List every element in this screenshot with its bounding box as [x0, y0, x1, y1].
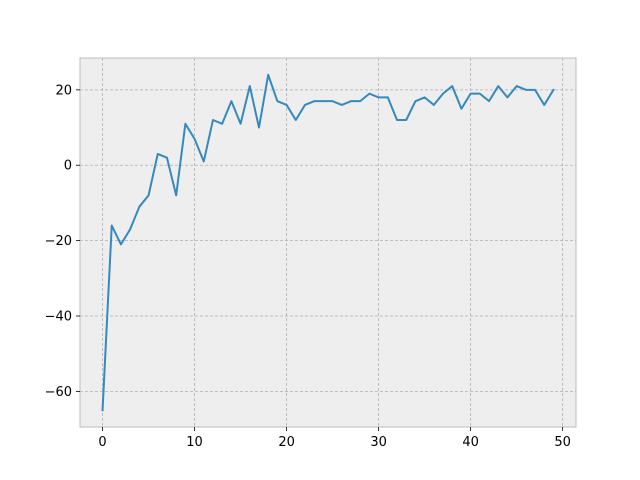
y-tick-label: 0 [64, 159, 72, 174]
y-tick-label: −20 [45, 234, 72, 249]
plot-frame [79, 57, 577, 428]
x-tick-label: 0 [98, 435, 106, 450]
y-tick-label: −60 [45, 385, 72, 400]
x-axis: 0 10 20 30 40 50 [98, 427, 571, 450]
series-layer [101, 73, 555, 412]
y-axis: −60 −40 −20 0 20 [45, 83, 80, 400]
series-line [101, 73, 555, 412]
x-tick-label: 20 [278, 435, 295, 450]
y-tick-label: 20 [55, 83, 72, 98]
x-tick-label: 30 [370, 435, 387, 450]
x-tick-label: 40 [462, 435, 479, 450]
plot-area [80, 58, 576, 427]
x-tick-label: 50 [554, 435, 571, 450]
y-tick-label: −40 [45, 309, 72, 324]
x-tick-label: 10 [186, 435, 203, 450]
grid-lines [80, 58, 576, 427]
